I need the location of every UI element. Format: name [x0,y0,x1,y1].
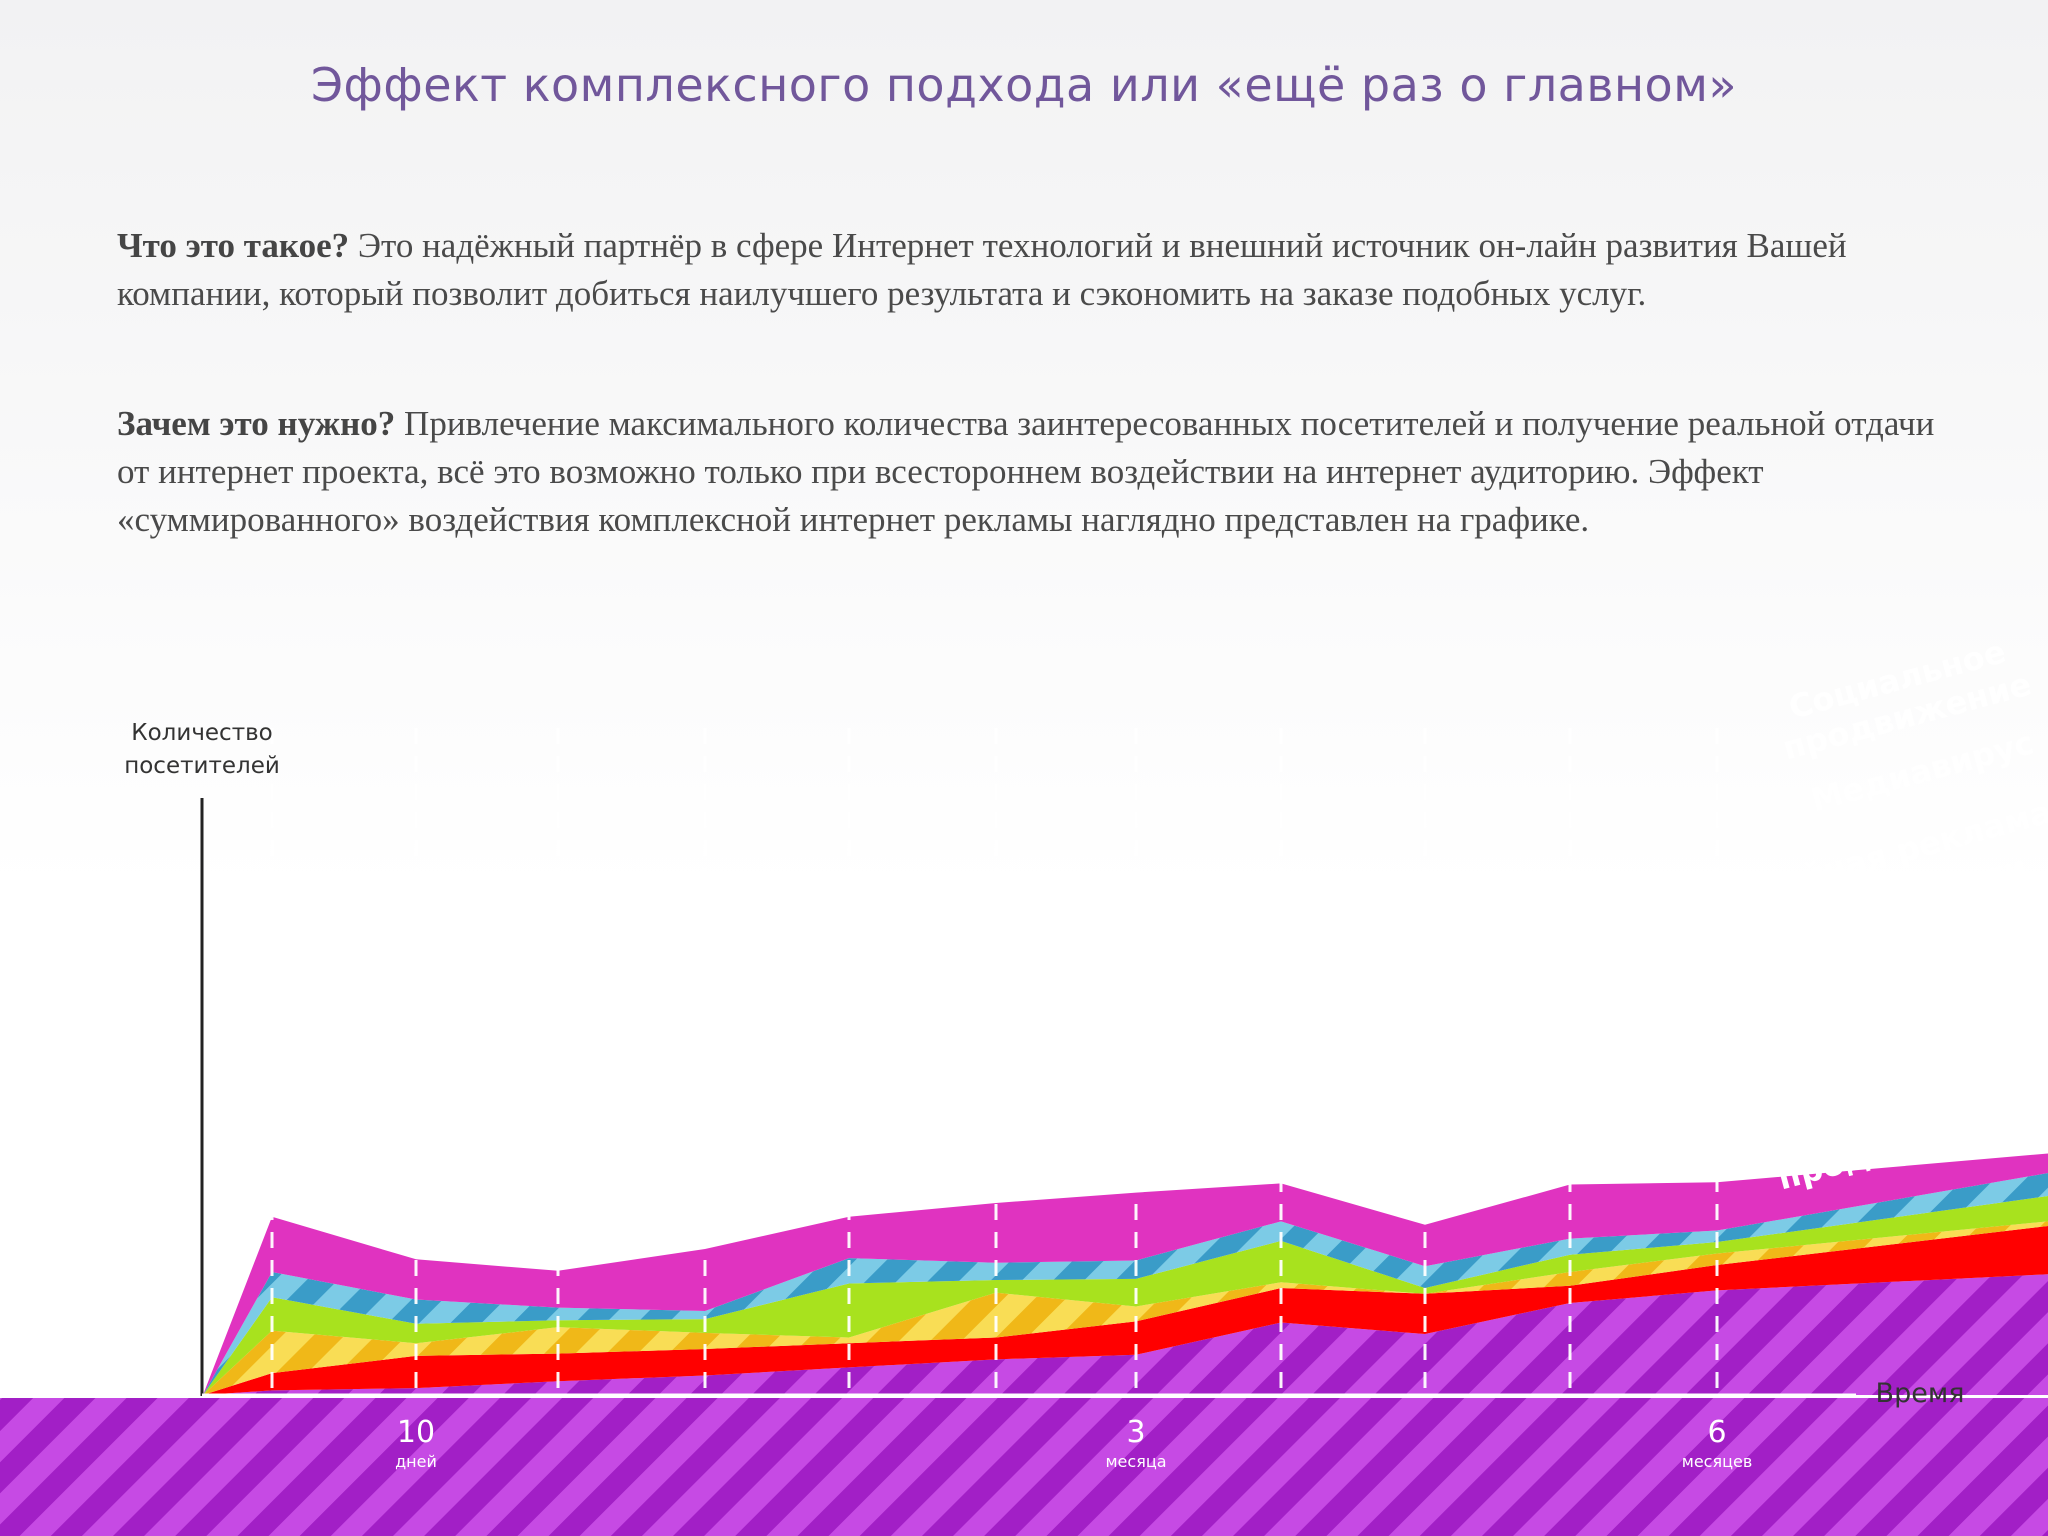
x-axis-label: Время [1876,1378,1965,1409]
slide-title: Эффект комплексного подхода или «ещё раз… [310,58,1738,112]
smi-band [203,1221,2048,1395]
question-what: Что это такое? [117,226,350,265]
label-context-line: Контекстная реклама [1657,927,2048,1068]
x-tick-unit: месяцев [1682,1452,1753,1471]
social-band [203,1153,2048,1395]
x-tick-labels: 10 дней 3 месяца 6 месяцев [395,1415,1752,1471]
x-tick-unit: месяца [1105,1452,1166,1471]
bottom-band [0,1398,2048,1536]
search-band [203,1274,2048,1395]
paragraph-why: Зачем это нужно? Привлечение максимально… [117,400,1957,544]
question-why: Зачем это нужно? [117,404,396,443]
x-tick-unit: дней [395,1452,437,1471]
band-labels: СоциальноепродвижениеМедиавирусМедийная … [1657,632,2048,1197]
x-tick-value: 10 [397,1415,435,1450]
context-band [203,1225,2048,1395]
label-context: Контекстная реклама [1657,927,2048,1068]
y-axis-label-line1: Количество [131,720,272,746]
answer-why: Привлечение максимального количества заи… [117,404,1935,539]
media-band [203,1196,2048,1395]
x-tick-value: 3 [1126,1415,1145,1450]
x-tick-value: 6 [1707,1415,1726,1450]
answer-what: Это надёжный партнёр в сфере Интернет те… [117,226,1847,313]
area-bands [203,1153,2048,1395]
y-axis-label-line2: посетителей [124,753,280,779]
paragraph-what: Что это такое? Это надёжный партнёр в сф… [117,222,1957,318]
